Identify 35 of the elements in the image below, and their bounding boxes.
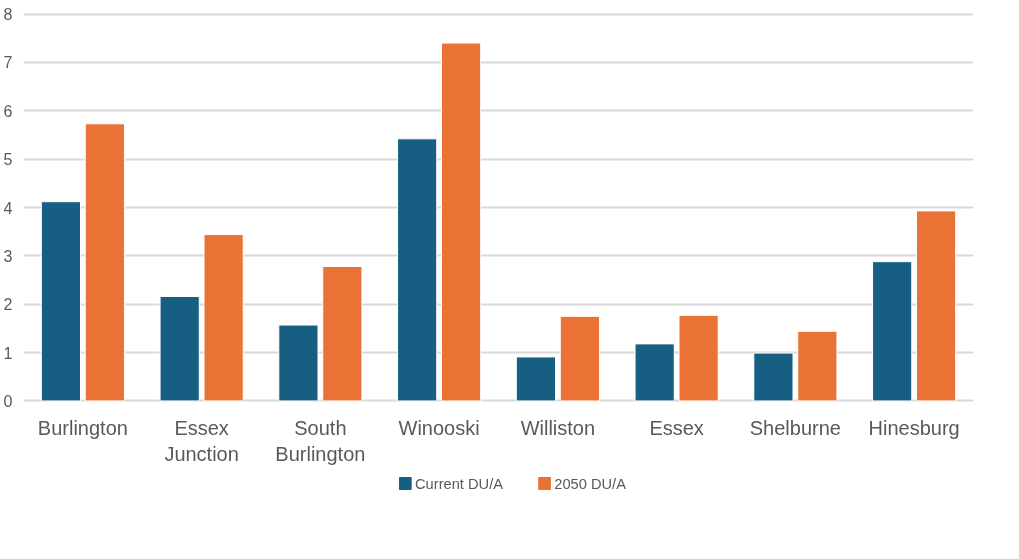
bar [916, 210, 957, 402]
bar [678, 314, 719, 402]
bar [559, 315, 600, 402]
bar [159, 295, 200, 402]
x-tick-label: Hinesburg [868, 416, 960, 439]
x-tick-label: Shelburne [749, 416, 841, 439]
bar [278, 324, 319, 402]
y-tick-label: 5 [3, 151, 13, 169]
bar [322, 266, 363, 402]
bar [797, 330, 838, 402]
bar [40, 201, 81, 402]
y-tick-label: 4 [3, 199, 13, 217]
x-tick-label: Williston [520, 416, 596, 439]
x-tick-label: Winooski [398, 416, 480, 439]
y-tick-label: 8 [3, 6, 13, 24]
bar [397, 138, 438, 402]
x-tick-label: Essex [649, 416, 704, 439]
x-tick-label: Essex Junction [164, 416, 239, 465]
y-tick-label: 3 [3, 247, 13, 265]
y-tick-label: 2 [3, 296, 13, 314]
bar [872, 261, 913, 402]
bar [203, 234, 244, 402]
y-tick-label: 7 [3, 54, 13, 72]
y-tick-label: 0 [3, 392, 13, 410]
bar [753, 352, 794, 402]
x-tick-label: Burlington [37, 416, 128, 439]
y-tick-label: 1 [3, 344, 13, 362]
x-tick-label: South Burlington [275, 416, 366, 465]
bar [441, 42, 482, 402]
bar [634, 343, 675, 402]
bar [84, 123, 125, 402]
legend-label: 2050 DU/A [554, 475, 627, 492]
bar [515, 356, 556, 402]
y-tick-label: 6 [3, 102, 13, 120]
legend-label: Current DU/A [415, 475, 504, 492]
